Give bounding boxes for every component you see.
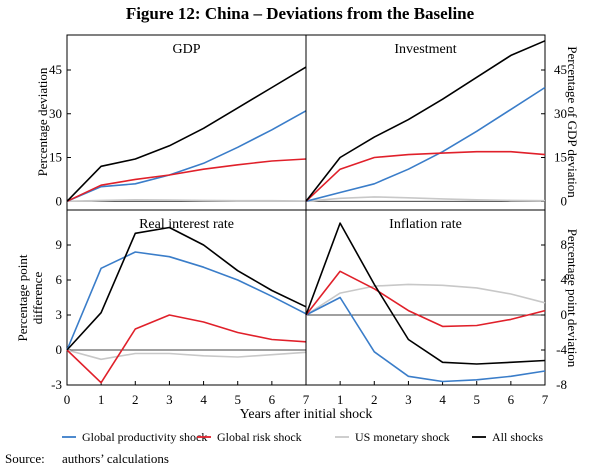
y-label-bottom-left-line1: Percentage point [15, 254, 30, 341]
series-line-all [305, 222, 546, 365]
y-tick-label: 45 [554, 62, 567, 77]
x-tick-label: 7 [542, 392, 549, 407]
x-tick-label: 6 [508, 392, 515, 407]
x-tick-label: 7 [303, 392, 310, 407]
legend-label-monetary: US monetary shock [355, 430, 450, 444]
series-line-risk [305, 150, 546, 202]
x-tick-label: 3 [166, 392, 173, 407]
y-tick-label: 8 [561, 237, 568, 252]
legend-label-productivity: Global productivity shock [82, 430, 207, 444]
y-tick-label: 0 [561, 193, 568, 208]
series-line-productivity [305, 86, 546, 203]
y-tick-label: 6 [56, 272, 63, 287]
series-line-all [66, 226, 307, 351]
series-line-all [66, 66, 307, 202]
y-tick-label: -4 [556, 342, 567, 357]
y-tick-label: 30 [554, 106, 567, 121]
panel-frame [66, 34, 307, 211]
panel-frame [305, 209, 546, 386]
y-tick-label: 15 [49, 150, 62, 165]
panel-title: Inflation rate [389, 217, 462, 232]
series-line-monetary [66, 199, 307, 203]
series-line-risk [66, 314, 307, 384]
y-tick-label: 0 [561, 307, 568, 322]
source-label: Source: [5, 451, 45, 466]
legend-label-risk: Global risk shock [217, 430, 302, 444]
x-tick-label: 5 [473, 392, 480, 407]
y-tick-label: 9 [56, 237, 63, 252]
legend: Global productivity shock Global risk sho… [62, 430, 543, 444]
series-line-monetary [305, 196, 546, 203]
figure-title: Figure 12: China – Deviations from the B… [126, 4, 475, 23]
y-label-top-left: Percentage deviation [35, 67, 50, 176]
y-tick-label: 15 [554, 150, 567, 165]
x-axis-title: Years after initial shock [240, 407, 373, 422]
series-line-risk [305, 270, 546, 328]
x-tick-label: 1 [98, 392, 105, 407]
x-tick-label: 2 [371, 392, 378, 407]
x-tick-label: 3 [405, 392, 412, 407]
y-tick-label: 0 [56, 342, 63, 357]
series-line-productivity [305, 296, 546, 383]
panel-title: GDP [172, 42, 200, 57]
y-tick-label: 4 [561, 272, 568, 287]
y-tick-label: 0 [56, 193, 63, 208]
x-tick-label: 0 [64, 392, 71, 407]
series-line-monetary [305, 283, 546, 316]
source-text: authors’ calculations [62, 451, 169, 466]
x-tick-label: 4 [439, 392, 446, 407]
x-tick-label: 2 [132, 392, 139, 407]
series-line-monetary [66, 349, 307, 361]
y-label-top-right: Percentage of GDP deviation [565, 46, 580, 198]
series-line-all [305, 40, 546, 202]
y-tick-label: -8 [556, 377, 567, 392]
series-line-risk [66, 158, 307, 203]
legend-label-all: All shocks [492, 430, 543, 444]
x-tick-label: 1 [337, 392, 344, 407]
panel-frame [305, 34, 546, 211]
series-line-productivity [66, 110, 307, 203]
y-tick-label: 3 [56, 307, 63, 322]
x-tick-label: 4 [200, 392, 207, 407]
panel-1: 0 15 30 45 Investment [305, 34, 568, 211]
y-tick-label: 30 [49, 106, 62, 121]
y-tick-label: 45 [49, 62, 62, 77]
y-label-bottom-right: Percentage point deviation [565, 229, 580, 368]
panel-0: 0 15 30 45 GDP [49, 34, 307, 211]
y-label-bottom-left-line2: difference [30, 272, 45, 325]
series-line-productivity [66, 251, 307, 351]
x-tick-label: 6 [269, 392, 276, 407]
x-tick-label: 5 [234, 392, 241, 407]
y-tick-label: -3 [51, 377, 62, 392]
panel-title: Investment [394, 42, 456, 57]
panel-title: Real interest rate [139, 217, 234, 232]
